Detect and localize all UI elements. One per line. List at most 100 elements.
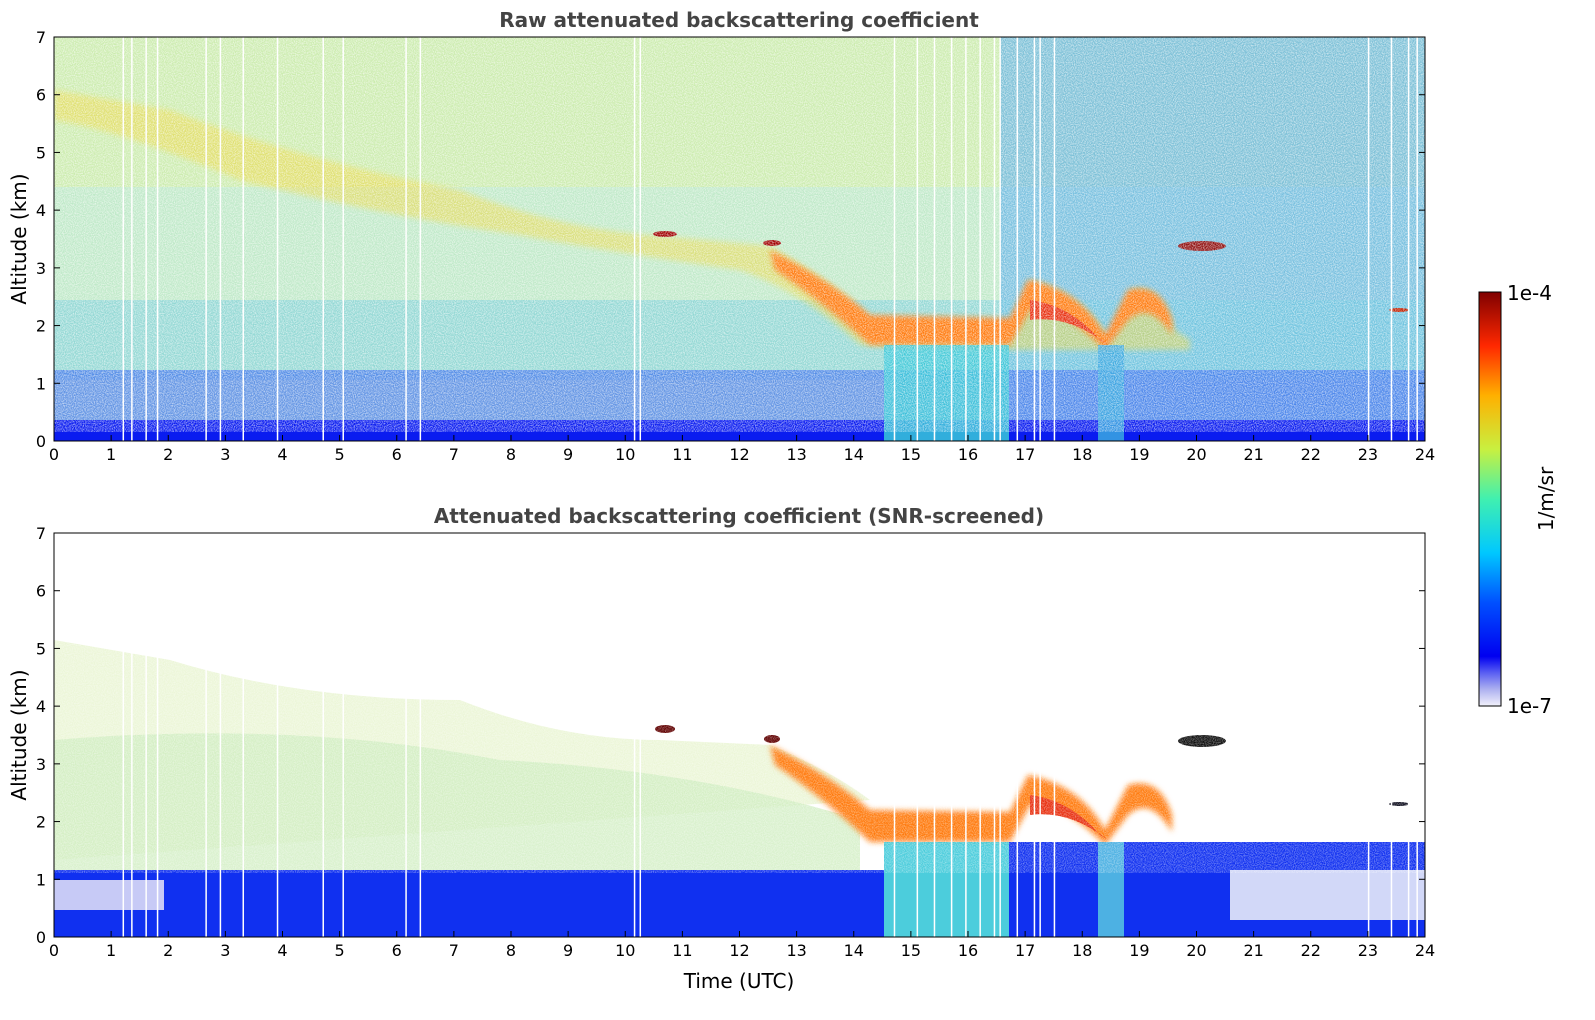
data-gap-line [1039,533,1041,937]
raw-x-tick-label: 10 [615,445,635,464]
data-gap-line [405,533,407,937]
screened-heatmap [54,533,1425,937]
data-gap-line [999,37,1001,441]
screened-y-tick-label: 7 [36,524,46,543]
data-gap-line [242,37,245,441]
data-gap-line [950,37,953,441]
screened-x-tick-label: 3 [220,941,230,960]
data-gap-line [405,37,407,441]
raw-y-axis-label: Altitude (km) [7,173,31,304]
data-gap-line [1390,533,1393,937]
raw-x-tick-label: 19 [1129,445,1149,464]
screened-x-tick-label: 0 [49,941,59,960]
data-gap-line [131,37,133,441]
screened-y-tick-label: 4 [36,697,46,716]
raw-y-tick-label: 4 [36,201,46,220]
data-gap-line [122,533,125,937]
data-gap-line [419,533,422,937]
screened-x-tick-label: 20 [1186,941,1206,960]
screened-x-tick-label: 13 [786,941,806,960]
screened-x-tick-label: 12 [729,941,749,960]
data-gap-line [993,533,996,937]
raw-x-tick-label: 14 [844,445,864,464]
data-gap-line [893,533,896,937]
raw-x-tick-label: 20 [1186,445,1206,464]
data-gap-line [1367,37,1370,441]
data-gap-line [219,533,222,937]
data-gap-line [419,37,422,441]
data-gap-line [276,533,279,937]
colorbar-gradient [1478,291,1502,707]
data-gap-line [639,37,642,441]
screened-x-tick-label: 1 [106,941,116,960]
screened-x-tick-label: 2 [163,941,173,960]
data-gap-line [322,37,324,441]
data-gap-line [145,37,147,441]
data-gap-line [1033,37,1036,441]
x-axis-label: Time (UTC) [683,969,795,993]
data-gap-line [1407,37,1410,441]
data-gap-line [219,37,222,441]
screened-x-tick-label: 18 [1072,941,1092,960]
data-gap-line [131,533,133,937]
raw-x-tick-label: 11 [672,445,692,464]
raw-heatmap [54,37,1425,441]
raw-x-tick-label: 6 [392,445,402,464]
data-gap-line [1407,533,1410,937]
colorbar-unit-label: 1/m/sr [1534,466,1558,531]
screened-y-axis-label: Altitude (km) [7,669,31,800]
data-gap-line [1053,533,1056,937]
screened-x-tick-label: 22 [1301,941,1321,960]
screened-x-tick-label: 7 [449,941,459,960]
data-gap-line [242,533,245,937]
screened-x-tick-label: 11 [672,941,692,960]
data-gap-line [1367,533,1370,937]
raw-x-tick-label: 13 [786,445,806,464]
screened-y-tick-label: 0 [36,928,46,947]
screened-y-tick-label: 2 [36,813,46,832]
screened-x-tick-label: 23 [1358,941,1378,960]
screened-y-tick-label: 5 [36,639,46,658]
raw-x-tick-label: 5 [335,445,345,464]
screened-x-tick-label: 5 [335,941,345,960]
screened-x-tick-label: 15 [901,941,921,960]
raw-x-tick-label: 3 [220,445,230,464]
data-gap-line [633,533,636,937]
raw-backscatter-panel: Raw attenuated backscattering coefficien… [7,8,1435,464]
raw-x-tick-label: 18 [1072,445,1092,464]
raw-x-tick-label: 8 [506,445,516,464]
data-gap-line [965,533,967,937]
colorbar-min-label: 1e-7 [1507,694,1552,718]
raw-x-tick-label: 12 [729,445,749,464]
screened-x-tick-label: 6 [392,941,402,960]
screened-x-tick-label: 17 [1015,941,1035,960]
data-gap-line [322,533,324,937]
data-gap-line [156,533,159,937]
data-gap-line [1033,533,1036,937]
data-gap-line [950,533,953,937]
screened-x-tick-label: 9 [563,941,573,960]
screened-x-tick-label: 19 [1129,941,1149,960]
screened-x-tick-label: 10 [615,941,635,960]
data-gap-line [1416,37,1418,441]
data-gap-line [342,37,344,441]
raw-x-tick-label: 17 [1015,445,1035,464]
data-gap-line [145,533,147,937]
data-gap-line [979,37,981,441]
colorbar: 1e-4 1e-7 1/m/sr [1478,281,1558,718]
data-gap-line [342,533,344,937]
screened-y-tick-label: 6 [36,582,46,601]
raw-x-tick-label: 24 [1415,445,1435,464]
raw-x-tick-label: 1 [106,445,116,464]
data-gap-line [1039,37,1041,441]
screened-x-tick-label: 8 [506,941,516,960]
data-gap-line [893,37,896,441]
colorbar-max-label: 1e-4 [1507,281,1552,305]
raw-y-tick-label: 5 [36,143,46,162]
data-gap-line [965,37,967,441]
data-gap-line [1016,37,1019,441]
raw-x-tick-label: 21 [1243,445,1263,464]
raw-x-tick-label: 2 [163,445,173,464]
data-gap-line [916,37,919,441]
